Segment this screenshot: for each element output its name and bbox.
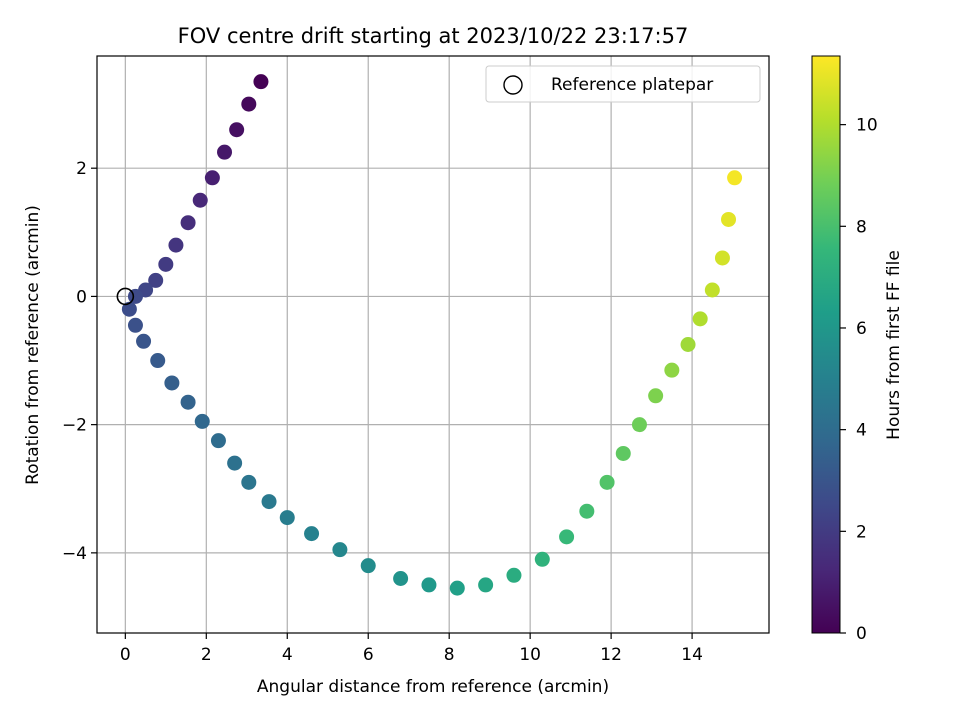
drift-point — [127, 317, 143, 333]
grid-lines — [97, 56, 769, 633]
drift-point — [180, 394, 196, 410]
drift-point — [229, 122, 245, 138]
chart-title: FOV centre drift starting at 2023/10/22 … — [178, 24, 689, 48]
drift-point — [360, 558, 376, 574]
legend-label: Reference platepar — [551, 75, 713, 95]
drift-point — [253, 74, 269, 90]
drift-point — [393, 571, 409, 587]
colorbar-label: Hours from first FF file — [884, 250, 904, 440]
x-axis-label: Angular distance from reference (arcmin) — [257, 677, 609, 697]
colorbar-tick-label: 0 — [856, 624, 867, 644]
y-tick-label: 2 — [76, 159, 87, 179]
drift-point — [210, 433, 226, 449]
x-tick-label: 14 — [681, 645, 703, 665]
drift-point — [714, 250, 730, 266]
x-tick-label: 10 — [519, 645, 541, 665]
x-axis-ticks: 0 2 4 6 8 10 12 14 — [120, 633, 703, 665]
legend: Reference platepar — [485, 65, 761, 103]
drift-point — [136, 333, 152, 349]
x-tick-label: 0 — [120, 645, 131, 665]
drift-point — [559, 529, 575, 545]
plot-frame — [96, 55, 770, 634]
drift-point — [158, 256, 174, 272]
drift-point — [534, 551, 550, 567]
drift-point — [204, 170, 220, 186]
drift-point — [727, 170, 743, 186]
drift-point — [241, 96, 257, 112]
drift-point — [599, 474, 615, 490]
drift-point — [192, 192, 208, 208]
x-tick-label: 12 — [600, 645, 622, 665]
drift-point — [279, 510, 295, 526]
drift-point — [421, 577, 437, 593]
y-tick-label: 0 — [76, 287, 87, 307]
drift-point — [449, 580, 465, 596]
y-axis-label: Rotation from reference (arcmin) — [23, 205, 43, 485]
drift-point — [168, 237, 184, 253]
drift-point — [648, 388, 664, 404]
drift-point — [615, 445, 631, 461]
drift-point — [180, 215, 196, 231]
drift-point — [241, 474, 257, 490]
drift-point — [692, 311, 708, 327]
legend-marker — [503, 75, 523, 95]
x-tick-label: 2 — [201, 645, 212, 665]
drift-point — [121, 301, 137, 317]
colorbar-ticks: 0 2 4 6 8 10 — [840, 116, 878, 644]
colorbar — [811, 55, 841, 634]
drift-point — [506, 567, 522, 583]
y-axis-ticks: −4 −2 0 2 — [62, 159, 97, 564]
colorbar-tick-label: 8 — [856, 217, 867, 237]
drift-points — [121, 74, 743, 596]
drift-point — [127, 288, 143, 304]
drift-point — [721, 211, 737, 227]
reference-platepar-marker — [116, 287, 135, 306]
drift-point — [579, 503, 595, 519]
x-tick-label: 4 — [282, 645, 293, 665]
colorbar-tick-label: 6 — [856, 319, 867, 339]
drift-point — [704, 282, 720, 298]
x-tick-label: 8 — [444, 645, 455, 665]
drift-point — [680, 337, 696, 352]
y-tick-label: −2 — [62, 416, 87, 436]
drift-point — [150, 353, 166, 369]
y-tick-label: −4 — [62, 544, 87, 564]
colorbar-tick-label: 2 — [856, 522, 867, 542]
drift-point — [478, 577, 494, 593]
drift-point — [261, 494, 277, 510]
drift-point — [631, 417, 647, 433]
drift-point — [148, 272, 164, 288]
x-tick-label: 6 — [363, 645, 374, 665]
drift-point — [304, 526, 320, 542]
drift-point — [227, 455, 243, 471]
drift-point — [332, 542, 348, 558]
colorbar-tick-label: 4 — [856, 421, 867, 441]
drift-point — [217, 144, 233, 160]
drift-point — [194, 413, 210, 429]
legend-box — [485, 65, 761, 103]
drift-point — [164, 375, 180, 391]
colorbar-tick-label: 10 — [856, 116, 878, 136]
drift-point — [664, 362, 680, 378]
